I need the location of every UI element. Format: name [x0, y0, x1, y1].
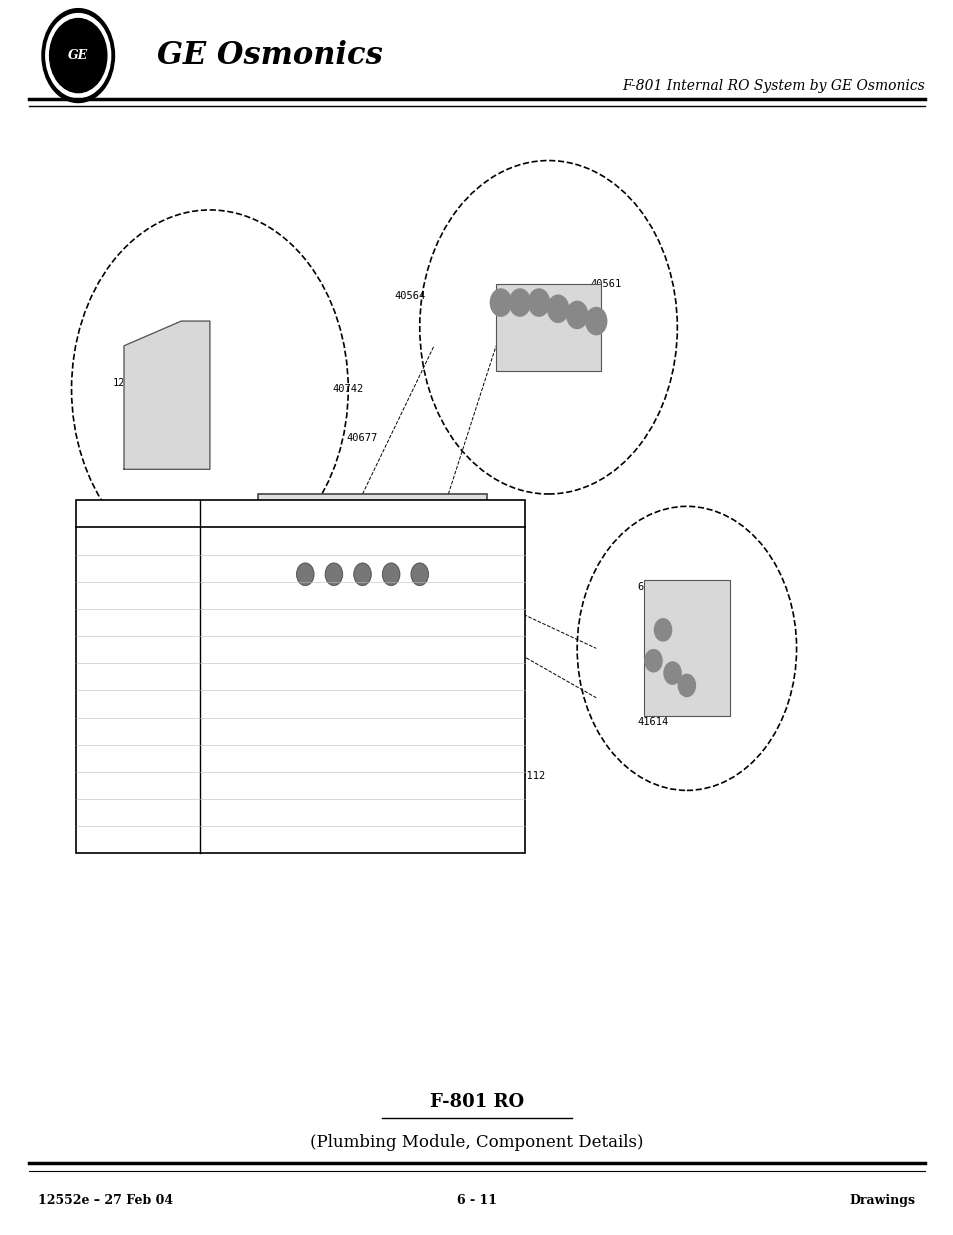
Polygon shape: [124, 321, 210, 469]
Text: 50112: 50112: [514, 771, 544, 781]
Text: ELBOW, 1/4SFXI/4STEM: ELBOW, 1/4SFXI/4STEM: [208, 726, 333, 736]
Bar: [257, 494, 486, 642]
Circle shape: [411, 563, 428, 585]
Text: 12552e – 27 Feb 04: 12552e – 27 Feb 04: [38, 1194, 173, 1207]
Text: CLAMP, STRAIN, 7/8": CLAMP, STRAIN, 7/8": [208, 835, 326, 845]
Circle shape: [354, 563, 371, 585]
Text: 14731: 14731: [123, 590, 153, 600]
Text: 12922: 12922: [113, 378, 144, 388]
Circle shape: [678, 674, 695, 697]
Bar: [276, 519, 467, 618]
Circle shape: [566, 301, 587, 329]
Text: CLAMP, STRAIN, 3/4", S-700: CLAMP, STRAIN, 3/4", S-700: [208, 808, 370, 818]
Text: VALVE, BALL, PVC, 1/4 FNPT, GY: VALVE, BALL, PVC, 1/4 FNPT, GY: [208, 753, 395, 763]
Text: UNION, BULKHD, 1/4SFXI/4SF: UNION, BULKHD, 1/4SFXI/4SF: [208, 699, 370, 709]
Text: 40677: 40677: [123, 699, 153, 709]
Circle shape: [509, 289, 530, 316]
Circle shape: [644, 650, 661, 672]
Text: F-801, MNFLD ASSY, INPUT: F-801, MNFLD ASSY, INPUT: [208, 590, 357, 600]
Text: GE: GE: [68, 49, 89, 62]
Text: GE Osmonics: GE Osmonics: [157, 40, 383, 72]
Text: 12130: 12130: [123, 536, 153, 546]
Bar: [496, 284, 600, 370]
Circle shape: [50, 19, 107, 93]
Text: S-700, BRCKT, FLUSH VALVE: S-700, BRCKT, FLUSH VALVE: [208, 536, 364, 546]
Text: 12922: 12922: [123, 563, 153, 573]
Text: 40742: 40742: [333, 384, 363, 394]
Text: UNION, BULKHD, 3/8SFX3/8SF: UNION, BULKHD, 3/8SFX3/8SF: [208, 618, 370, 627]
Text: 60041: 60041: [123, 835, 153, 845]
Text: PART NO: PART NO: [114, 509, 162, 519]
Text: 60041: 60041: [657, 606, 687, 616]
Text: ELBOW, SWIVL, 3/8SFXI/4MNPT: ELBOW, SWIVL, 3/8SFXI/4MNPT: [208, 672, 376, 682]
Text: (Plumbing Module, Component Details): (Plumbing Module, Component Details): [310, 1134, 643, 1151]
Text: 60002: 60002: [123, 808, 153, 818]
Circle shape: [663, 662, 680, 684]
Text: F-801 Internal RO System by GE Osmonics: F-801 Internal RO System by GE Osmonics: [622, 79, 924, 94]
Text: 40561: 40561: [590, 279, 620, 289]
Text: 40564: 40564: [123, 645, 153, 655]
Text: 40561: 40561: [123, 618, 153, 627]
Circle shape: [547, 295, 568, 322]
Circle shape: [296, 563, 314, 585]
Text: 40742: 40742: [123, 726, 153, 736]
Circle shape: [42, 9, 114, 103]
Circle shape: [325, 563, 342, 585]
Text: 14731: 14731: [275, 495, 306, 505]
Text: ELBOW, 3/8SFX3/8STEM: ELBOW, 3/8SFX3/8STEM: [208, 645, 333, 655]
Text: 6 - 11: 6 - 11: [456, 1194, 497, 1207]
Circle shape: [528, 289, 549, 316]
Circle shape: [46, 14, 111, 98]
Text: 40564: 40564: [395, 291, 425, 301]
Text: TAPE FOAM, TANK LID: TAPE FOAM, TANK LID: [208, 781, 326, 790]
Bar: [76, 500, 524, 853]
Text: 50112: 50112: [123, 781, 153, 790]
Text: F-801 RO: F-801 RO: [430, 1093, 523, 1110]
Text: 40569: 40569: [123, 672, 153, 682]
Text: 41614: 41614: [123, 753, 153, 763]
Circle shape: [382, 563, 399, 585]
Text: F-801, SCREW, 10-32, PHMS, CRM: F-801, SCREW, 10-32, PHMS, CRM: [208, 563, 395, 573]
Text: 41614: 41614: [638, 718, 668, 727]
Text: 60002: 60002: [638, 582, 668, 592]
Circle shape: [654, 619, 671, 641]
Circle shape: [490, 289, 511, 316]
Text: Drawings: Drawings: [849, 1194, 915, 1207]
Text: 12130: 12130: [476, 755, 506, 764]
Text: DESCRIPTION: DESCRIPTION: [325, 509, 399, 519]
Text: 40569: 40569: [456, 640, 487, 650]
Text: 40677: 40677: [347, 433, 377, 443]
Bar: [643, 580, 729, 716]
Circle shape: [585, 308, 606, 335]
